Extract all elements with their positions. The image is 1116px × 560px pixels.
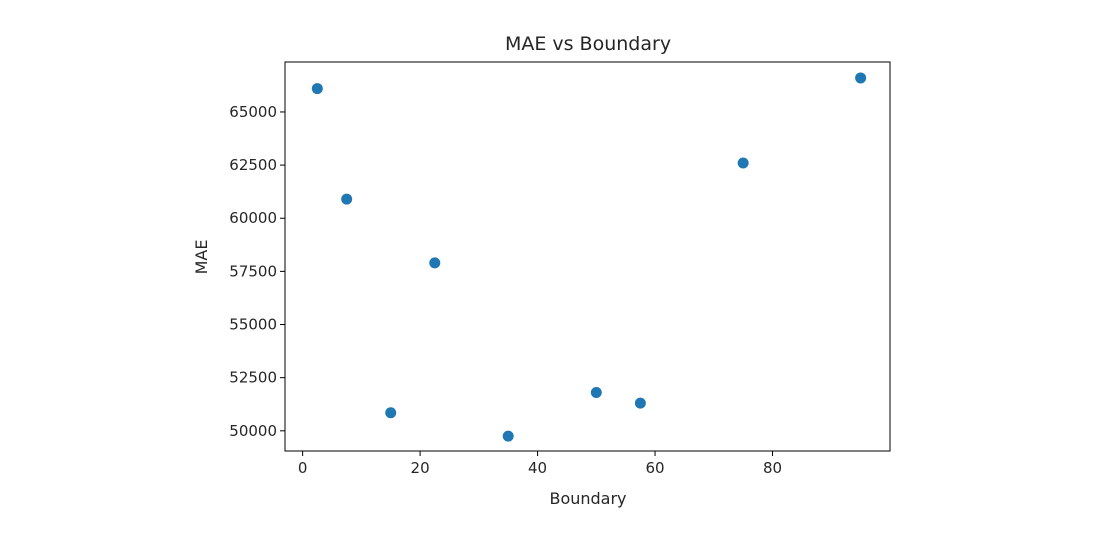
y-axis-label: MAE [192, 240, 211, 275]
x-tick-label: 0 [298, 459, 308, 477]
data-point [737, 157, 749, 169]
plot-area-frame [284, 61, 891, 452]
x-tick-label: 80 [763, 459, 782, 477]
data-point [385, 407, 397, 419]
x-tick-label: 20 [411, 459, 430, 477]
data-point [311, 83, 323, 95]
x-axis: 0 20 40 60 80 [298, 451, 782, 477]
data-point [634, 397, 646, 409]
y-tick-label: 62500 [229, 156, 277, 174]
y-tick-label: 65000 [229, 103, 277, 121]
y-tick-label: 60000 [229, 209, 277, 227]
y-tick-label: 55000 [229, 316, 277, 334]
data-point [502, 430, 514, 442]
y-tick-label: 52500 [229, 369, 277, 387]
x-tick-label: 60 [646, 459, 665, 477]
x-axis-label: Boundary [549, 489, 626, 508]
data-points [311, 72, 867, 442]
y-tick-label: 57500 [229, 262, 277, 280]
y-tick-label: 50000 [229, 422, 277, 440]
y-axis: 50000 52500 55000 57500 60000 62500 65000 [229, 103, 285, 440]
chart-title: MAE vs Boundary [505, 33, 671, 55]
data-point [429, 257, 441, 269]
data-point [590, 387, 602, 399]
data-point [855, 72, 867, 84]
x-tick-label: 40 [528, 459, 547, 477]
data-point [341, 193, 353, 205]
